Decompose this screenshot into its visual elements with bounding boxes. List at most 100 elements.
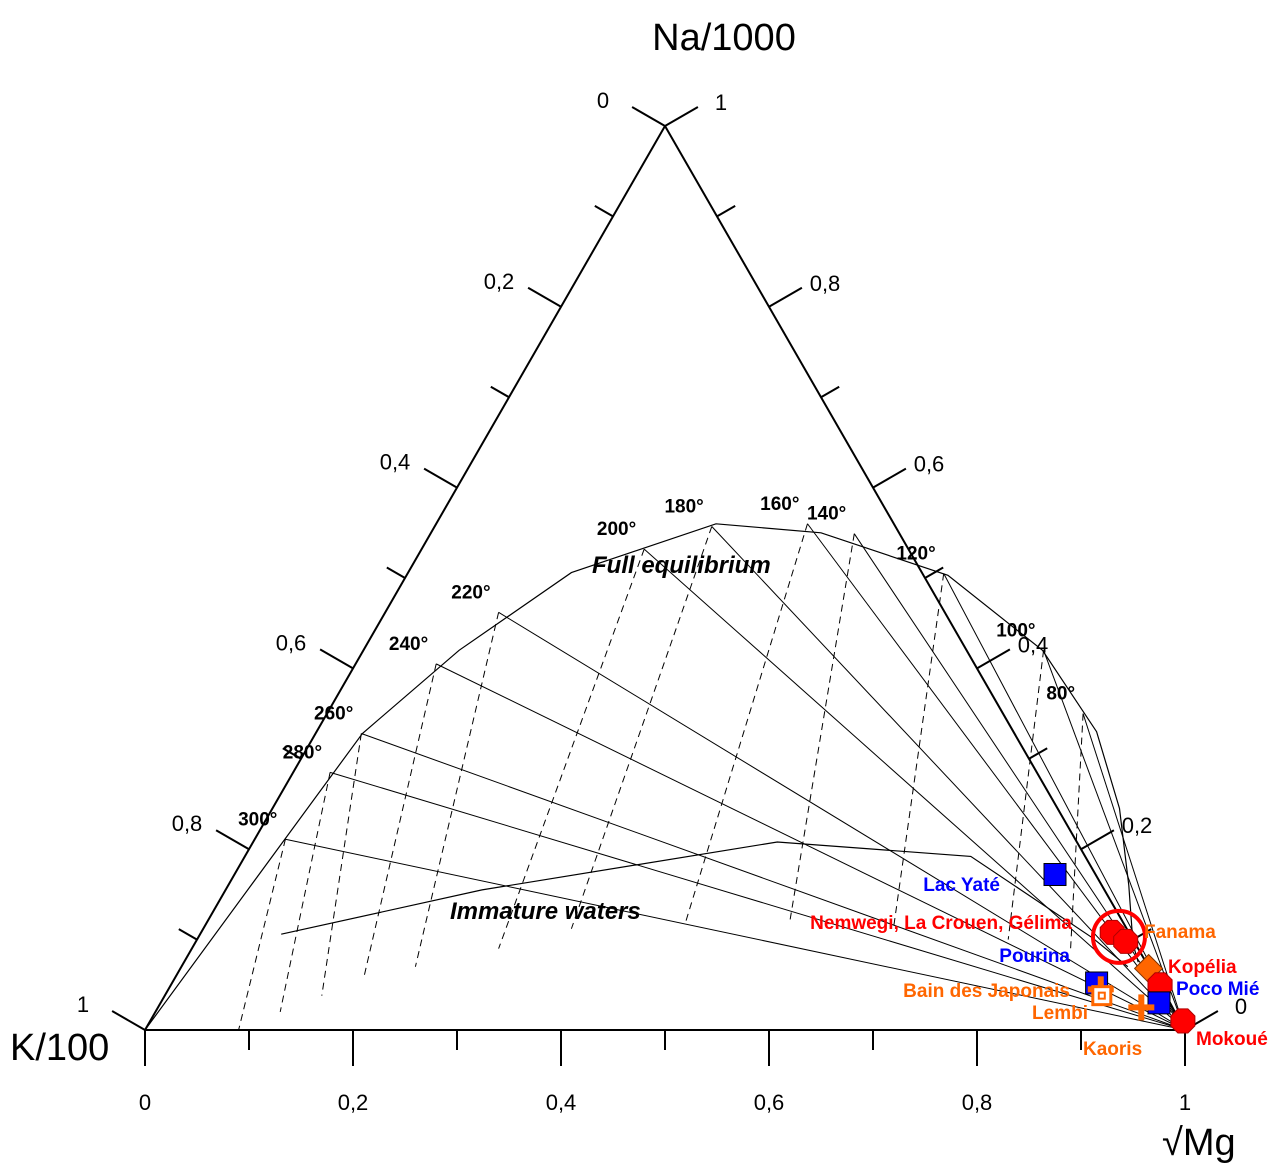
left-tick-label: 0,2 (484, 269, 515, 294)
isotherm-dashed-line (789, 533, 855, 922)
isotherm-label: 240° (389, 634, 428, 655)
right-tick (820, 385, 840, 399)
right-tick-label: 0 (1235, 994, 1247, 1019)
left-tick (215, 829, 250, 851)
isotherm-dashed-line (362, 663, 437, 980)
sample-marker-square (1043, 863, 1067, 887)
isotherm-label: 180° (664, 496, 703, 517)
left-tick-label: 0,8 (172, 811, 203, 836)
sample-marker-octagon (1113, 928, 1139, 954)
isotherm-line (807, 523, 1186, 1031)
sample-marker-cross-v (1138, 994, 1145, 1021)
isotherm-dashed-line (321, 733, 362, 996)
right-tick (1028, 747, 1048, 760)
right-tick (976, 648, 1011, 670)
bottom-tick-label: 0,2 (338, 1090, 369, 1115)
isotherm-line (435, 663, 1186, 1031)
region-label-full-equilibrium: Full equilibrium (592, 552, 771, 579)
isotherm-line (285, 838, 1186, 1031)
isotherm-dashed-line (570, 526, 713, 929)
isotherm-label: 200° (597, 519, 636, 540)
isotherm-labels: 300° 280° 260° 240° 220° 200° 180° 160° 140° 120°… (238, 494, 1075, 830)
sample-marker-open-square (1091, 985, 1113, 1007)
bottom-tick-label: 0,6 (754, 1090, 785, 1115)
sample-points (1043, 863, 1196, 1034)
apex-label-left: K/100 (10, 1027, 109, 1069)
isotherm-dashed-line (414, 612, 500, 967)
label-fanama: Fanama (1144, 922, 1216, 943)
label-bain-des-japonais: Bain des Japonais (903, 981, 1070, 1002)
immature-waters-curve (281, 841, 1129, 968)
bottom-tick-label: 0 (139, 1090, 151, 1115)
sample-labels: Lac Yaté Nemwegi, La Crouen, Gélima Fana… (810, 875, 1268, 1060)
axis-tick-labels: 0 0,2 0,4 0,6 0,8 110,80,60,40,2000,20,40,60,… (77, 88, 1247, 1115)
isotherm-label: 120° (896, 543, 935, 564)
left-tick (178, 928, 198, 941)
left-tick-label: 0,6 (276, 630, 307, 655)
isotherm-line (498, 611, 1186, 1031)
isotherm-label: 140° (807, 504, 846, 525)
region-label-immature-waters: Immature waters (450, 898, 641, 925)
left-tick (490, 385, 510, 399)
left-tick (527, 286, 562, 308)
isotherm-dashed-line (498, 548, 645, 949)
isotherm-label: 100° (996, 620, 1035, 641)
bottom-tick-label: 1 (1179, 1090, 1191, 1115)
isotherm-label: 160° (760, 494, 799, 515)
right-tick (872, 467, 907, 489)
equilibrium-curves (144, 523, 1139, 1031)
isotherm-lines (238, 523, 1186, 1031)
right-tick (924, 566, 944, 579)
left-tick (386, 566, 406, 579)
right-tick (768, 286, 803, 308)
isotherm-label: 80° (1046, 684, 1075, 705)
right-tick (664, 106, 699, 127)
left-tick (282, 747, 302, 760)
label-kopelia: Kopélia (1168, 957, 1237, 978)
highlight-ring (1090, 908, 1147, 965)
bottom-tick-label: 0,8 (962, 1090, 993, 1115)
isotherm-dashed-line (279, 772, 331, 1013)
left-tick (631, 106, 666, 127)
right-tick-label: 1 (715, 90, 727, 115)
sample-marker-octagon (1170, 1008, 1196, 1034)
left-tick-label: 0 (597, 88, 609, 113)
label-mokoue: Mokoué (1196, 1029, 1268, 1050)
left-tick (111, 1010, 146, 1031)
left-tick-label: 1 (77, 992, 89, 1017)
isotherm-line (329, 771, 1186, 1031)
left-tick (423, 467, 458, 489)
isotherm-line (361, 733, 1186, 1031)
label-lac-yate: Lac Yaté (923, 875, 1000, 896)
isotherm-label: 300° (238, 809, 277, 830)
apex-label-top: Na/1000 (652, 17, 796, 59)
full-equilibrium-curve (144, 523, 1139, 1031)
isotherm-label: 260° (314, 703, 353, 724)
right-tick (1080, 829, 1115, 851)
isotherm-line (943, 573, 1186, 1031)
isotherm-dashed-line (1007, 650, 1045, 940)
isotherm-line (711, 526, 1186, 1031)
label-poco-mie: Poco Mié (1176, 979, 1259, 1000)
label-nemwegi: Nemwegi, La Crouen, Gélima (810, 913, 1072, 934)
isotherm-dashed-line (238, 839, 286, 1031)
left-tick (319, 648, 354, 670)
sample-marker-square (1147, 991, 1171, 1015)
isotherm-label: 220° (451, 582, 490, 603)
isotherm-dashed-line (1070, 713, 1084, 949)
right-tick-label: 0,6 (914, 452, 945, 477)
label-lembi: Lembi (1032, 1003, 1088, 1024)
isotherm-dashed-line (893, 573, 945, 927)
label-pourina: Pourina (999, 946, 1070, 967)
right-tick-label: 0,2 (1122, 813, 1153, 838)
right-tick (716, 205, 736, 218)
right-tick-label: 0,8 (810, 271, 841, 296)
left-tick (594, 205, 614, 218)
axis-ticks (111, 106, 1219, 1066)
bottom-tick-label: 0,4 (546, 1090, 577, 1115)
isotherm-dashed-line (685, 523, 808, 922)
isotherm-label: 280° (283, 742, 322, 763)
apex-label-right: √Mg (1162, 1122, 1236, 1163)
label-kaoris: Kaoris (1083, 1039, 1142, 1060)
